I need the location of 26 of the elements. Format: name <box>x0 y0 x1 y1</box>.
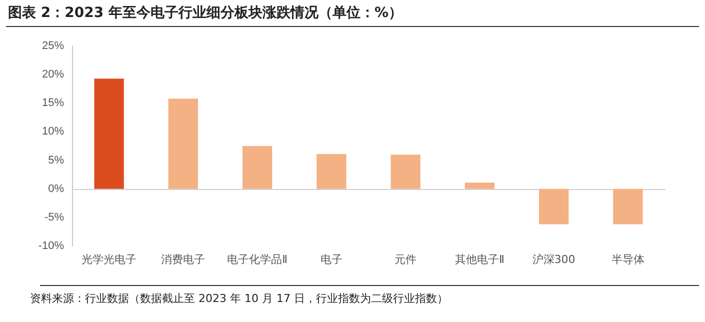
bar <box>613 188 643 224</box>
y-tick-label: 25% <box>42 40 64 52</box>
bar <box>242 146 272 189</box>
y-tick-label: 5% <box>48 154 64 166</box>
x-tick-label: 光学光电子 <box>82 253 137 266</box>
bar <box>538 188 569 224</box>
bar <box>390 154 420 189</box>
y-tick-label: -5% <box>44 211 64 224</box>
y-tick-label: 10% <box>42 126 64 138</box>
bar <box>94 78 124 189</box>
x-tick-label: 沪深300 <box>532 253 576 266</box>
bar <box>464 182 495 189</box>
bar <box>316 154 346 189</box>
y-tick-label: 15% <box>42 97 64 110</box>
x-tick-label: 电子 <box>320 253 342 266</box>
x-tick-label: 电子化学品Ⅱ <box>227 253 288 266</box>
text: 资料来源：行业数据（数据截止至 2023 年 10 月 17 日，行业指数为二级行业指数） <box>30 291 448 306</box>
y-tick-label: -10% <box>38 240 64 252</box>
x-tick-label: 元件 <box>394 253 417 266</box>
y-tick-label: 0% <box>48 182 64 195</box>
x-tick-label: 消费电子 <box>161 253 206 266</box>
x-tick-label: 其他电子Ⅱ <box>454 253 504 266</box>
bar <box>168 98 198 189</box>
chart-title: 图表 2：2023 年至今电子行业细分板块涨跌情况（单位：%） <box>8 4 402 22</box>
x-tick-label: 半导体 <box>611 253 644 266</box>
y-tick-label: 20% <box>42 68 64 81</box>
